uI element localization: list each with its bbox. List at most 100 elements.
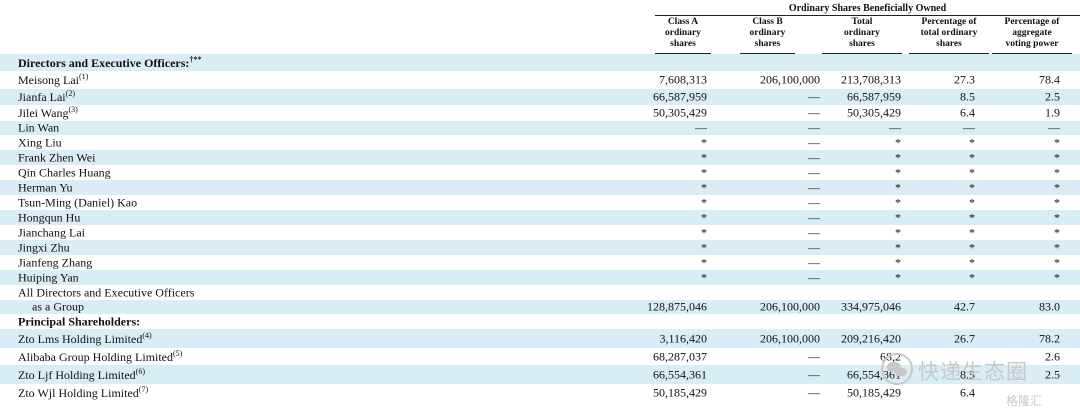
row-label-text: Frank Zhen Wei [18, 150, 96, 164]
table-row: Frank Zhen Wei * — * * * [0, 150, 1080, 165]
table-cell: * [1054, 240, 1060, 254]
table-cell: — [808, 89, 820, 104]
row-label: Lin Wan [18, 121, 59, 136]
table-cell: * [1054, 210, 1060, 224]
table-cell: 26.7 [954, 331, 975, 345]
table-cell: * [701, 225, 707, 239]
table-cell: 8.5 [960, 89, 975, 104]
table-row: Tsun-Ming (Daniel) Kao * — * * * [0, 195, 1080, 210]
table-cell: * [969, 210, 975, 224]
table-cell: — [808, 210, 820, 224]
table-cell: — [808, 165, 820, 179]
table-cell: * [701, 195, 707, 209]
table-cell: 68,2 [880, 349, 901, 363]
table-cell: 50,185,429 [653, 385, 707, 399]
row-label: Tsun-Ming (Daniel) Kao [18, 195, 137, 210]
table-cell: 78.2 [1039, 331, 1060, 345]
table-cell: 66,587,959 [847, 89, 901, 104]
footnote-marker: (4) [142, 330, 152, 340]
table-row: Jianfeng Zhang * — * * * [0, 255, 1080, 270]
table-cell: 66,587,959 [653, 89, 707, 104]
table-cell: 66,554,361 [847, 367, 901, 381]
table-cell: 50,185,429 [847, 385, 901, 399]
table-cell: * [1054, 195, 1060, 209]
table-cell: * [969, 150, 975, 164]
row-label: as a Group [32, 300, 84, 315]
table-row: Qin Charles Huang * — * * * [0, 165, 1080, 180]
row-label-text: Jianfa Lai [18, 90, 66, 104]
table-cell: — [808, 180, 820, 194]
table-cell: 206,100,000 [760, 299, 820, 314]
table-cell: * [701, 270, 707, 284]
row-label-text: Herman Yu [18, 180, 73, 194]
col-header-class-a: Class A ordinary shares [655, 17, 711, 54]
section-row: Principal Shareholders: [0, 314, 1080, 329]
table-cell: — [808, 225, 820, 239]
row-label: Frank Zhen Wei [18, 150, 95, 165]
table-cell: * [1054, 255, 1060, 269]
row-label-text: Zto Lms Holding Limited [18, 331, 143, 346]
table-cell: * [895, 150, 901, 164]
table-row: Alibaba Group Holding Limited(5) 68,287,0… [0, 348, 1080, 365]
table-cell: * [895, 165, 901, 179]
table-cell: — [808, 135, 820, 149]
ownership-super-header: Ordinary Shares Beneficially Owned [655, 3, 1080, 16]
table-cell: — [808, 270, 820, 284]
table-cell: * [969, 135, 975, 149]
table-cell: * [969, 240, 975, 254]
table-cell: * [1054, 225, 1060, 239]
table-cell: * [969, 180, 975, 194]
table-row: Zto Ljf Holding Limited(6) 66,554,361 — 66,… [0, 365, 1080, 384]
table-row: Hongqun Hu * — * * * [0, 210, 1080, 225]
row-label-text: Jingxi Zhu [18, 240, 70, 254]
table-cell: * [1054, 180, 1060, 194]
row-label: Zto Lms Holding Limited(4) [18, 331, 152, 347]
row-label: Xing Liu [18, 135, 62, 150]
table-cell: 50,305,429 [847, 105, 901, 120]
row-label-text: Tsun-Ming (Daniel) Kao [18, 195, 138, 209]
table-cell: 206,100,000 [760, 331, 820, 345]
row-label: Jianfa Lai(2) [18, 89, 75, 105]
table-cell: * [701, 255, 707, 269]
footnote-marker: (5) [172, 348, 183, 358]
row-label-text: Directors and Executive Officers: [18, 55, 190, 70]
table-cell: 50,305,429 [653, 105, 707, 120]
row-label: Zto Ljf Holding Limited(6) [18, 367, 145, 383]
table-cell: * [1054, 150, 1060, 164]
table-cell: — [808, 195, 820, 209]
row-label: Jianchang Lai [18, 225, 85, 240]
table-row: All Directors and Executive Officers [0, 285, 1080, 300]
table-cell: 6.4 [960, 385, 975, 399]
row-label-text: Hongqun Hu [18, 210, 81, 224]
row-label: Qin Charles Huang [18, 165, 111, 180]
table-cell: * [969, 270, 975, 284]
col-header-total: Total ordinary shares [822, 17, 902, 54]
row-label: Zto Wjl Holding Limited(7) [18, 385, 148, 401]
section-row: Directors and Executive Officers:†** [0, 54, 1080, 71]
row-label-text: Zto Wjl Holding Limited [18, 385, 139, 400]
table-cell: — [808, 240, 820, 254]
table-cell: 6.4 [960, 105, 975, 120]
row-label-text: Lin Wan [18, 120, 60, 135]
table-cell: * [1054, 270, 1060, 284]
table-cell: — [808, 349, 820, 363]
table-cell: * [895, 255, 901, 269]
table-row: Jingxi Zhu * — * * * [0, 240, 1080, 255]
table-cell: * [895, 240, 901, 254]
table-row: Jianchang Lai * — * * * [0, 225, 1080, 240]
table-row: Xing Liu * — * * * [0, 135, 1080, 150]
table-cell: 7,608,313 [659, 72, 707, 87]
row-label-text: Jilei Wang [18, 106, 69, 120]
footnote-marker: (6) [135, 366, 145, 376]
table-cell: * [701, 180, 707, 194]
row-label-text: Xing Liu [18, 135, 62, 149]
table-row: Herman Yu * — * * * [0, 180, 1080, 195]
footnote-marker: †** [189, 54, 202, 64]
table-cell: 2.6 [1045, 349, 1060, 363]
table-cell: 2.5 [1045, 89, 1060, 104]
footnote-marker: (2) [65, 89, 75, 98]
row-label: Jingxi Zhu [18, 240, 70, 255]
table-row: Lin Wan — — — — — [0, 121, 1080, 135]
table-cell: * [701, 150, 707, 164]
table-cell: * [701, 165, 707, 179]
